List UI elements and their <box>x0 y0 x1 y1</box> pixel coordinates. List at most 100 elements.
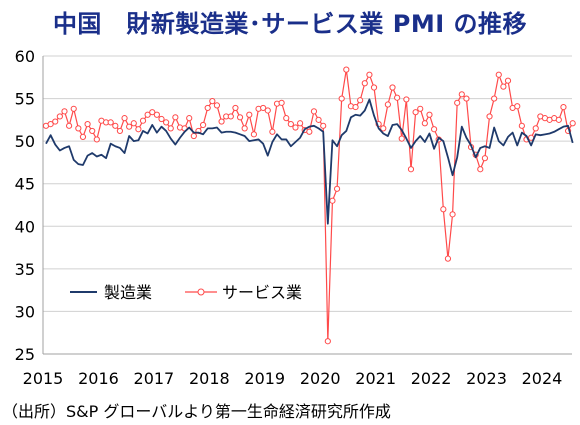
y-tick-label: 40 <box>15 217 35 236</box>
data-point <box>158 115 165 123</box>
data-point <box>500 83 507 90</box>
data-point <box>477 166 484 173</box>
y-tick-label: 45 <box>15 175 35 194</box>
data-point <box>491 95 498 102</box>
data-point <box>264 107 271 114</box>
data-point <box>246 111 253 118</box>
x-tick-label: 2021 <box>355 369 396 388</box>
gridlines <box>42 55 572 355</box>
data-point <box>149 109 156 116</box>
data-point <box>306 128 313 135</box>
data-point <box>329 197 336 204</box>
data-point <box>426 111 433 118</box>
data-point <box>481 155 489 162</box>
data-point <box>227 113 234 120</box>
chart-title: 中国 財新製造業･サービス業 PMI の推移 <box>52 10 528 38</box>
data-point <box>190 132 197 140</box>
data-point <box>163 119 170 126</box>
series-lines <box>42 66 576 345</box>
data-point <box>93 136 100 143</box>
data-point <box>384 101 391 108</box>
data-point <box>213 102 221 109</box>
data-point <box>361 80 368 87</box>
x-axis-ticks: 2015 2016 2017 2018 2019 2020 2021 2022 2023 2024 <box>23 369 563 388</box>
data-point <box>412 109 419 116</box>
data-point <box>495 71 502 78</box>
data-point <box>232 104 239 112</box>
y-axis-ticks: 25 30 35 40 45 50 55 60 <box>15 47 35 364</box>
data-point <box>70 105 77 112</box>
data-point <box>343 66 350 73</box>
legend-marker-services <box>197 288 205 296</box>
y-tick-label: 60 <box>15 47 35 66</box>
data-point <box>394 94 401 101</box>
data-point <box>139 117 147 124</box>
legend-label-manufacturing: 製造業 <box>104 283 152 302</box>
data-point <box>107 119 114 126</box>
data-point <box>532 125 539 132</box>
x-tick-label: 2019 <box>244 369 285 388</box>
data-point <box>569 120 576 127</box>
data-point <box>84 121 91 128</box>
data-point <box>417 105 424 112</box>
data-point <box>403 96 410 103</box>
data-point <box>61 108 68 115</box>
data-point <box>518 122 525 129</box>
y-tick-label: 25 <box>15 345 35 364</box>
data-point <box>333 185 341 192</box>
data-point <box>79 133 87 140</box>
data-point <box>116 127 124 135</box>
data-point <box>218 118 225 125</box>
data-point <box>380 125 387 132</box>
data-point <box>186 115 193 122</box>
data-point <box>324 338 331 345</box>
data-point <box>153 111 160 118</box>
data-point <box>121 115 128 122</box>
data-point <box>421 120 428 127</box>
data-point <box>458 91 465 98</box>
data-point <box>449 211 456 218</box>
data-point <box>236 114 244 121</box>
data-point <box>52 118 59 125</box>
data-point <box>504 77 512 84</box>
data-point <box>204 104 211 112</box>
legend: 製造業 サービス業 <box>70 283 302 302</box>
data-point <box>320 122 327 129</box>
x-tick-label: 2017 <box>134 369 175 388</box>
data-point <box>430 126 438 133</box>
data-point <box>310 108 318 115</box>
legend-label-services: サービス業 <box>222 283 302 302</box>
data-point <box>370 84 378 91</box>
y-tick-label: 35 <box>15 260 35 279</box>
y-tick-label: 50 <box>15 132 35 151</box>
y-tick-label: 30 <box>15 302 35 321</box>
data-point <box>66 122 73 129</box>
data-point <box>56 113 63 120</box>
data-point <box>297 120 304 127</box>
data-point <box>555 116 562 123</box>
data-point <box>389 84 396 91</box>
y-tick-label: 55 <box>15 90 35 109</box>
data-point <box>560 103 567 111</box>
series-line <box>45 98 574 225</box>
x-tick-label: 2016 <box>78 369 119 388</box>
data-point <box>260 104 267 112</box>
data-point <box>357 97 364 104</box>
data-point <box>199 121 207 129</box>
data-point <box>172 114 179 121</box>
data-point <box>130 120 137 127</box>
data-point <box>278 99 285 106</box>
data-point <box>47 121 54 128</box>
data-point <box>89 127 96 135</box>
data-point <box>352 103 359 111</box>
x-tick-label: 2022 <box>411 369 452 388</box>
data-point <box>209 98 216 105</box>
data-point <box>486 113 493 120</box>
data-point <box>269 128 276 135</box>
data-point <box>126 123 133 130</box>
x-tick-label: 2023 <box>466 369 507 388</box>
data-point <box>292 124 299 131</box>
data-point <box>407 166 415 173</box>
data-point <box>167 125 174 132</box>
